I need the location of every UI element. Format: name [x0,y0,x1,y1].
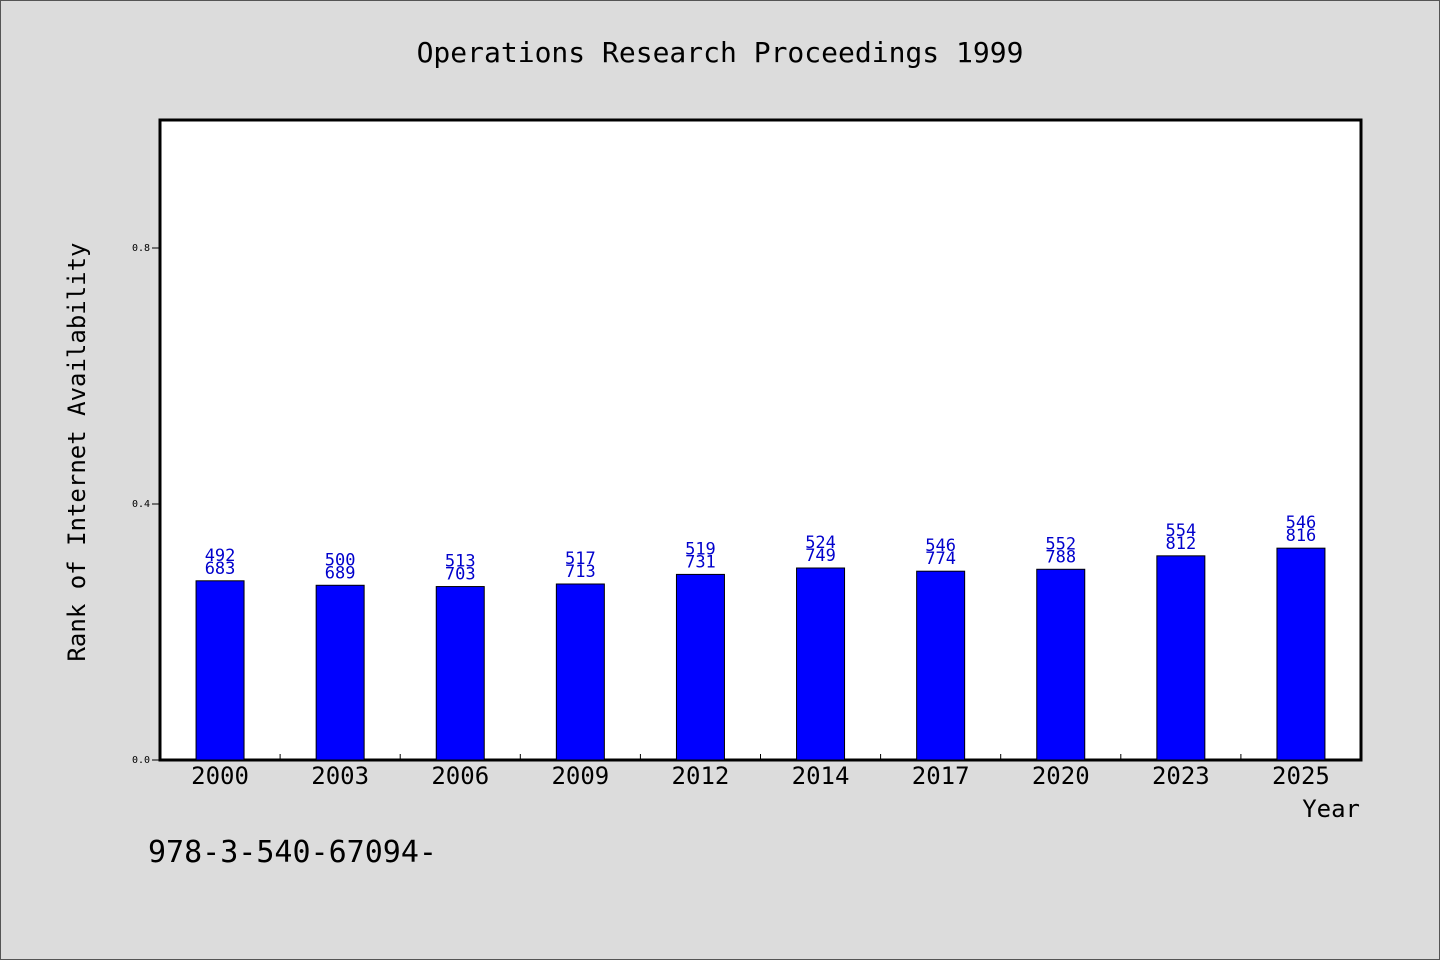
y-axis-label: Rank of Internet Availability [63,242,91,661]
bar [796,567,846,761]
x-tick-label: 2003 [311,762,369,790]
bar [315,584,365,761]
bar [675,573,725,761]
bar [1156,555,1206,761]
bar-label-top: 513 [445,552,476,572]
x-tick-label: 2020 [1032,762,1090,790]
bar-label-top: 546 [925,536,956,556]
x-tick-label: 2017 [912,762,970,790]
y-axis: 0.0 0.4 0.8 [132,243,160,766]
bar-label-top: 552 [1045,534,1076,554]
bar [195,580,245,761]
x-axis-label: Year [1302,795,1360,823]
bar-label-top: 500 [325,550,356,570]
bar-label-bottom: 713 [565,562,596,582]
bar [1036,568,1086,761]
bar-series [195,547,1326,761]
bar-label-bottom: 749 [805,546,836,566]
bar-label-bottom: 774 [925,549,956,569]
bar [555,583,605,761]
bar-label-top: 524 [805,533,836,553]
y-tick-label: 0.0 [132,755,150,766]
bar [1276,547,1326,761]
bar-label-bottom: 703 [445,565,476,585]
bar-label-bottom: 689 [325,563,356,583]
x-axis: 2000 2003 2006 2009 2012 2014 2017 2020 2023 2025 [191,754,1330,790]
y-tick-label: 0.8 [132,243,150,254]
bar-label-bottom: 683 [205,559,236,579]
x-tick-label: 2012 [672,762,730,790]
bar-label-top: 546 [1286,513,1317,533]
bar-label-bottom: 812 [1165,534,1196,554]
x-tick-label: 2014 [792,762,850,790]
bar-label-top: 519 [685,539,716,559]
x-tick-label: 2006 [431,762,489,790]
bar-label-top: 554 [1165,521,1196,541]
bar-label-top: 492 [205,546,236,566]
footer-isbn: 978-3-540-67094- [148,835,437,870]
x-tick-label: 2023 [1152,762,1210,790]
y-tick-label: 0.4 [132,499,150,510]
x-tick-label: 2025 [1272,762,1330,790]
bar-label-bottom: 731 [685,552,716,572]
bar [435,586,485,761]
bar-label-top: 517 [565,549,596,569]
chart-title: Operations Research Proceedings 1999 [417,36,1024,69]
bar-label-bottom: 816 [1286,526,1317,546]
bar [916,570,966,761]
bar-label-bottom: 788 [1045,547,1076,567]
x-tick-label: 2000 [191,762,249,790]
x-tick-label: 2009 [551,762,609,790]
